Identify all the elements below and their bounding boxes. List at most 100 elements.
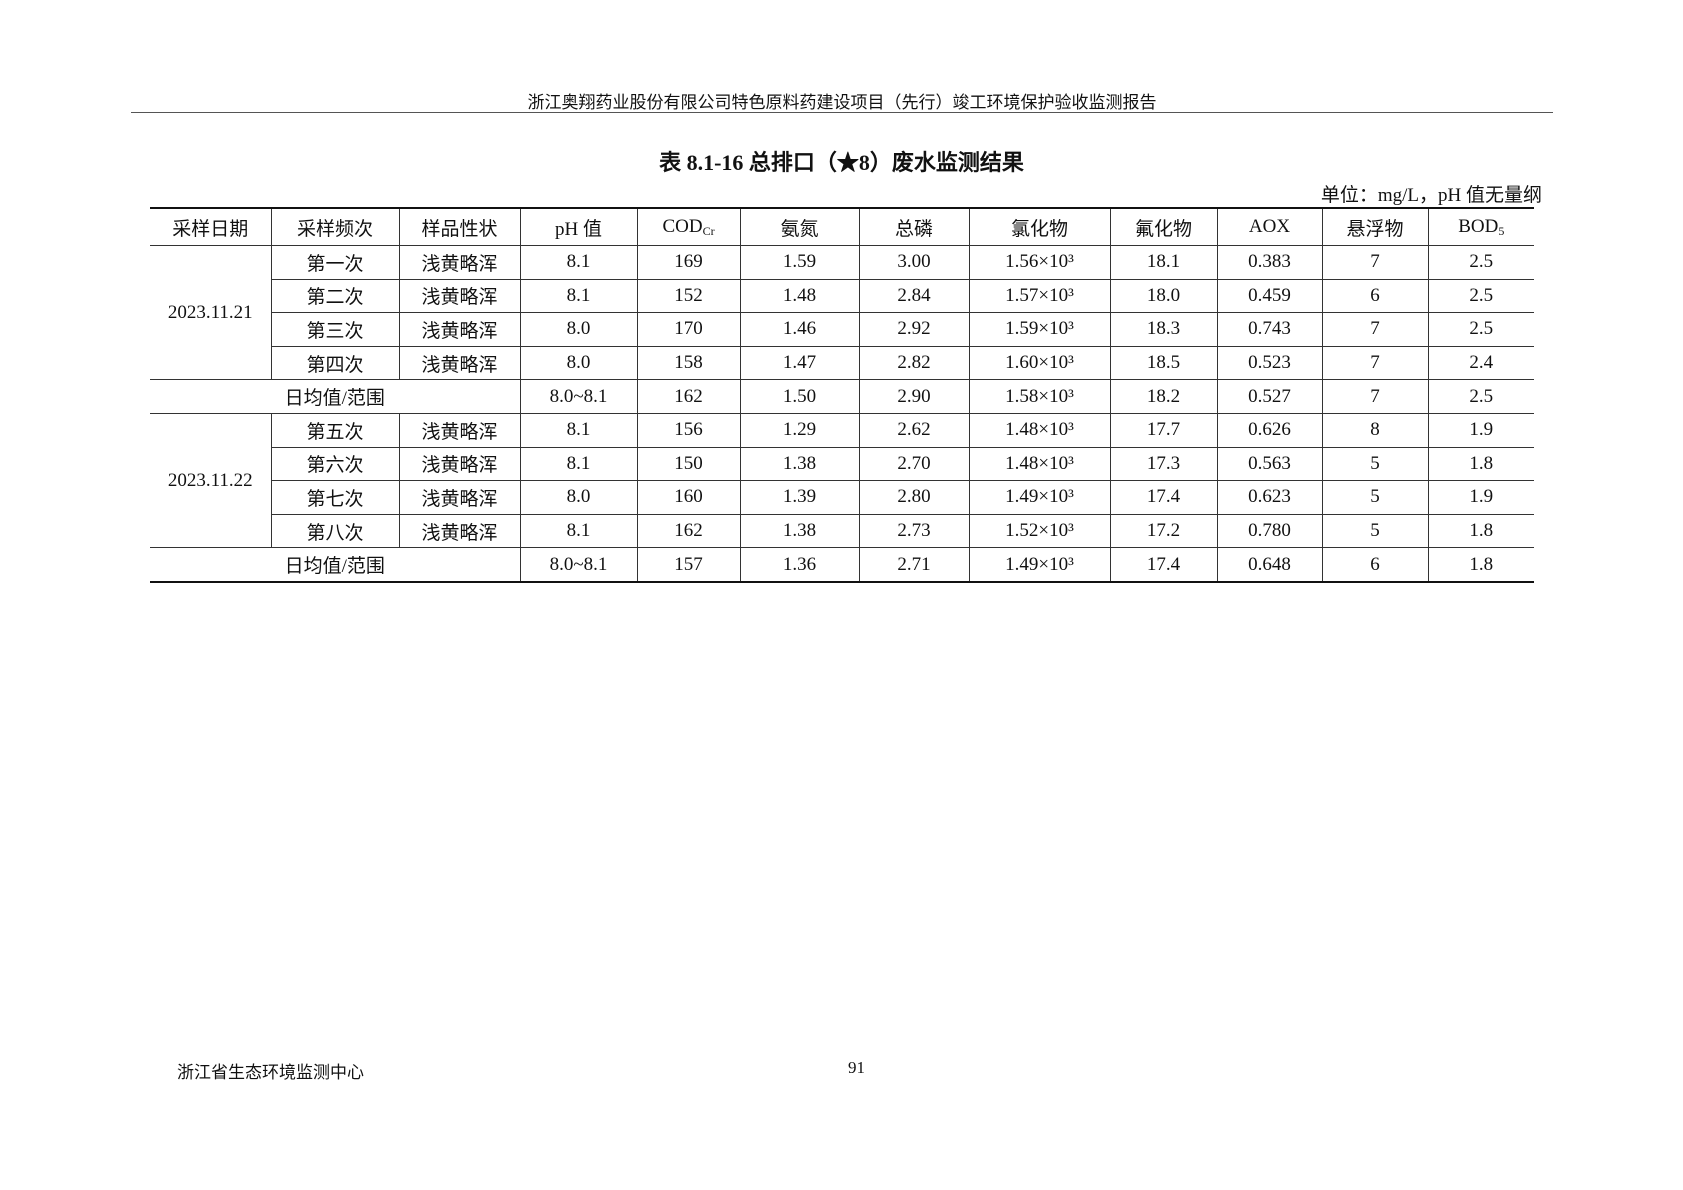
summary-cell: 2.71 xyxy=(858,547,970,583)
table-cell: 2.5 xyxy=(1427,245,1534,280)
table-cell: 第三次 xyxy=(271,312,400,347)
column-header: 总磷 xyxy=(858,207,970,246)
column-header-label: 氨氮 xyxy=(780,218,819,240)
table-cell: 5 xyxy=(1321,480,1429,515)
column-header: 氟化物 xyxy=(1109,207,1218,246)
table-cell: 1.8 xyxy=(1427,513,1534,549)
table-cell: 0.459 xyxy=(1216,278,1323,314)
column-header-label: AOX xyxy=(1248,216,1291,237)
summary-cell: 162 xyxy=(636,379,741,414)
summary-row: 日均值/范围 8.0~8.1 162 1.50 2.90 1.58×10³ 18.2 0.52… xyxy=(150,379,1534,414)
column-header-label: 氯化物 xyxy=(1010,218,1068,240)
table-row: 第四次 浅黄略浑 8.0 158 1.47 2.82 1.60×10³ 18.5 0.523 7 2… xyxy=(150,345,1534,381)
table-cell: 3.00 xyxy=(858,245,970,280)
header-row: 采样日期 采样频次 样品性状 pH 值 CODCr 氨氮 总磷 氯化物 氟化物 AOX 悬浮物 BOD… xyxy=(150,207,1534,246)
table-cell: 第二次 xyxy=(271,278,400,314)
table-cell: 第四次 xyxy=(271,345,400,381)
table-cell: 浅黄略浑 xyxy=(398,446,521,482)
table-cell: 162 xyxy=(636,513,741,549)
table-cell: 2.84 xyxy=(858,278,970,314)
table-cell: 8 xyxy=(1321,412,1429,448)
table-cell: 1.46 xyxy=(739,312,860,347)
table-row: 第六次 浅黄略浑 8.1 150 1.38 2.70 1.48×10³ 17.3 0.563 5 1… xyxy=(150,446,1534,482)
table-cell: 6 xyxy=(1321,278,1429,314)
column-header-label: 样品性状 xyxy=(421,218,498,240)
page-number: 91 xyxy=(848,1058,865,1077)
table-cell: 17.3 xyxy=(1109,446,1218,482)
table-cell: 1.47 xyxy=(739,345,860,381)
table-cell: 1.38 xyxy=(739,446,860,482)
table-cell: 1.8 xyxy=(1427,446,1534,482)
table-cell: 8.1 xyxy=(519,245,638,280)
column-header: AOX xyxy=(1216,207,1323,246)
table-cell: 1.56×10³ xyxy=(968,245,1111,280)
summary-cell: 1.36 xyxy=(739,547,860,583)
table-cell: 158 xyxy=(636,345,741,381)
table-cell: 17.4 xyxy=(1109,480,1218,515)
table-cell: 0.743 xyxy=(1216,312,1323,347)
column-header: 氯化物 xyxy=(968,207,1111,246)
table-cell: 1.38 xyxy=(739,513,860,549)
summary-cell: 0.527 xyxy=(1216,379,1323,414)
table-cell: 浅黄略浑 xyxy=(398,345,521,381)
table-cell: 7 xyxy=(1321,245,1429,280)
table-cell: 浅黄略浑 xyxy=(398,412,521,448)
summary-cell: 8.0~8.1 xyxy=(519,547,638,583)
table-cell: 1.48×10³ xyxy=(968,412,1111,448)
table-cell: 8.1 xyxy=(519,513,638,549)
table-cell: 17.7 xyxy=(1109,412,1218,448)
table-cell: 2.62 xyxy=(858,412,970,448)
table-cell: 1.39 xyxy=(739,480,860,515)
table-cell: 5 xyxy=(1321,446,1429,482)
table-cell: 1.9 xyxy=(1427,480,1534,515)
table-cell: 第六次 xyxy=(271,446,400,482)
summary-cell: 7 xyxy=(1321,379,1429,414)
column-header: 采样频次 xyxy=(270,207,400,246)
summary-cell: 18.2 xyxy=(1109,379,1218,414)
table-cell: 2.73 xyxy=(858,513,970,549)
summary-cell: 1.58×10³ xyxy=(968,379,1111,414)
column-header-label: 悬浮物 xyxy=(1346,218,1404,240)
table-cell: 2.80 xyxy=(858,480,970,515)
summary-label: 日均值/范围 xyxy=(150,547,521,583)
column-header: pH 值 xyxy=(519,207,638,246)
table-cell: 150 xyxy=(636,446,741,482)
table-row: 第七次 浅黄略浑 8.0 160 1.39 2.80 1.49×10³ 17.4 0.623 5 1… xyxy=(150,480,1534,515)
column-header-label: COD xyxy=(662,215,703,237)
column-header: BOD5 xyxy=(1427,207,1534,246)
table-cell: 8.1 xyxy=(519,412,638,448)
table-cell: 浅黄略浑 xyxy=(398,480,521,515)
table-cell: 1.57×10³ xyxy=(968,278,1111,314)
table-row: 第三次 浅黄略浑 8.0 170 1.46 2.92 1.59×10³ 18.3 0.743 7 2… xyxy=(150,312,1534,347)
table-cell: 1.9 xyxy=(1427,412,1534,448)
table-cell: 1.49×10³ xyxy=(968,480,1111,515)
table-cell: 0.626 xyxy=(1216,412,1323,448)
table-cell: 0.383 xyxy=(1216,245,1323,280)
table-row: 2023.11.21 第一次 浅黄略浑 8.1 169 1.59 3.00 1.56×10³ 1… xyxy=(150,244,1534,381)
table-cell: 1.59 xyxy=(739,245,860,280)
table-cell: 8.0 xyxy=(519,312,638,347)
running-header: 浙江奥翔药业股份有限公司特色原料药建设项目（先行）竣工环境保护验收监测报告 xyxy=(527,93,1157,112)
table-cell: 8.0 xyxy=(519,345,638,381)
table-cell: 0.623 xyxy=(1216,480,1323,515)
table-cell: 1.52×10³ xyxy=(968,513,1111,549)
table-cell: 7 xyxy=(1321,312,1429,347)
table-cell: 1.59×10³ xyxy=(968,312,1111,347)
column-header: CODCr xyxy=(636,207,741,246)
summary-cell: 17.4 xyxy=(1109,547,1218,583)
table-cell: 152 xyxy=(636,278,741,314)
column-header-label: 采样频次 xyxy=(296,218,373,240)
table-cell: 5 xyxy=(1321,513,1429,549)
summary-cell: 0.648 xyxy=(1216,547,1323,583)
column-header-subscript: 5 xyxy=(1498,223,1505,238)
table-cell: 17.2 xyxy=(1109,513,1218,549)
column-header: 悬浮物 xyxy=(1321,207,1429,246)
table-cell: 0.563 xyxy=(1216,446,1323,482)
monitoring-results-table: 采样日期 采样频次 样品性状 pH 值 CODCr 氨氮 总磷 氯化物 氟化物 AOX 悬浮物 BOD… xyxy=(150,207,1534,583)
table-row: 第八次 浅黄略浑 8.1 162 1.38 2.73 1.52×10³ 17.2 0.780 5 1… xyxy=(150,513,1534,549)
table-cell: 7 xyxy=(1321,345,1429,381)
column-header-label: 总磷 xyxy=(894,218,933,240)
table-cell: 156 xyxy=(636,412,741,448)
summary-cell: 1.8 xyxy=(1427,547,1534,583)
summary-cell: 157 xyxy=(636,547,741,583)
